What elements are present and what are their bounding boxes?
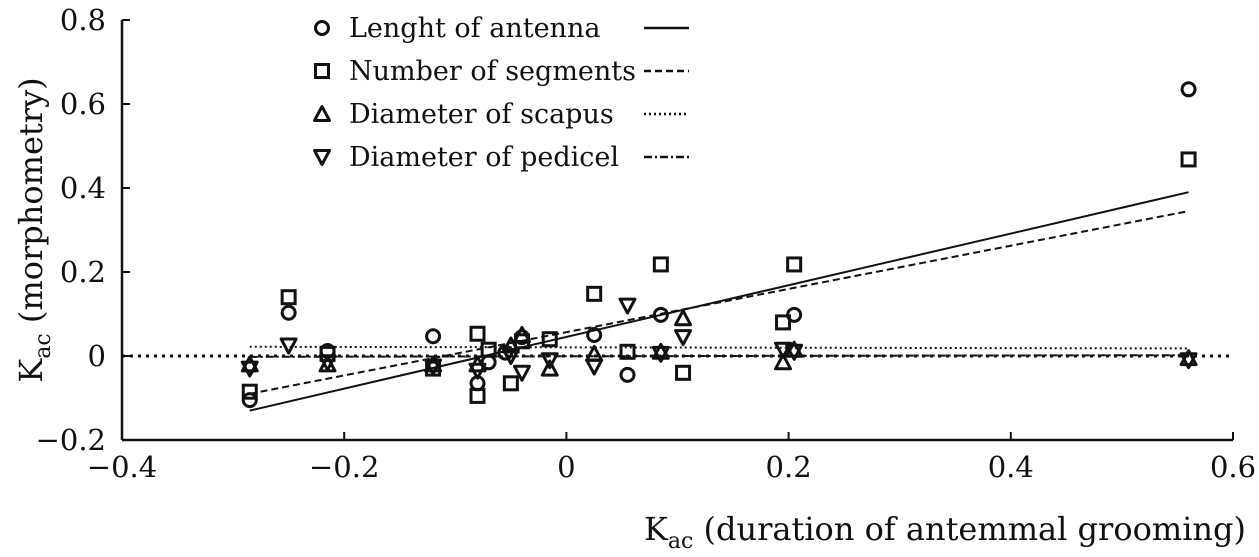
x-tick-label: −0.4 — [87, 450, 157, 484]
x-tick-label: 0.4 — [988, 450, 1034, 484]
x-tick-label: 0 — [557, 450, 575, 484]
y-axis-title: Kac (morphometry) — [12, 77, 56, 382]
data-point-square — [280, 289, 297, 306]
data-point-circle — [280, 304, 297, 321]
data-point-square — [541, 331, 558, 348]
data-point-triangle-down — [618, 297, 637, 315]
data-point-square — [586, 285, 603, 302]
data-point-triangle-down — [674, 329, 693, 347]
data-point-circle — [1180, 81, 1197, 98]
data-point-square — [675, 364, 692, 381]
data-point-circle — [241, 392, 258, 409]
data-point-triangle-down — [785, 343, 804, 361]
fit-line-circle — [249, 191, 1189, 412]
legend: Lenght of antenna Number of segments Diame… — [313, 13, 689, 173]
data-point-circle — [652, 306, 669, 323]
legend-marker-triangle-up — [313, 105, 331, 122]
legend-label: Number of segments — [349, 56, 636, 87]
data-point-triangle-up — [774, 353, 793, 371]
legend-marker-circle — [314, 20, 330, 36]
data-point-triangle-up — [512, 326, 531, 343]
y-tick-label: −0.2 — [36, 423, 106, 457]
data-point-triangle-down — [651, 345, 670, 363]
data-point-triangle-down — [774, 341, 793, 359]
data-point-triangle-up — [501, 336, 520, 354]
data-point-triangle-down — [1179, 352, 1198, 370]
data-point-circle — [425, 328, 442, 345]
fit-line-triangle-down — [249, 354, 1189, 358]
data-point-triangle-up — [674, 309, 693, 327]
data-point-square — [786, 256, 803, 273]
data-point-circle — [619, 366, 636, 383]
x-tick-label: 0.2 — [766, 450, 812, 484]
legend-label: Lenght of antenna — [349, 13, 600, 44]
legend-marker-square — [314, 63, 330, 79]
data-point-triangle-down — [501, 348, 520, 365]
data-point-triangle-down — [240, 360, 259, 378]
data-point-square — [502, 375, 519, 392]
data-point-triangle-down — [318, 354, 337, 372]
axes — [120, 20, 1233, 442]
data-point-square — [319, 345, 336, 362]
y-tick-label: 0.8 — [60, 3, 106, 37]
data-point-triangle-down — [585, 358, 604, 376]
data-point-square — [775, 314, 792, 331]
data-point-square — [619, 343, 636, 360]
data-point-square — [480, 341, 497, 358]
data-point-triangle-up — [540, 359, 559, 377]
data-point-square — [1180, 151, 1197, 168]
data-point-triangle-down — [424, 358, 443, 376]
data-point-circle — [586, 327, 603, 343]
legend-marker-triangle-down — [313, 149, 331, 166]
data-point-triangle-down — [512, 364, 531, 382]
fit-line-triangle-up — [249, 345, 1189, 350]
data-point-triangle-up — [240, 355, 259, 373]
y-tick-label: 0 — [88, 339, 106, 373]
data-point-square — [469, 387, 486, 404]
legend-label: Diameter of scapus — [349, 99, 614, 130]
y-tick-label: 0.4 — [60, 171, 106, 205]
data-point-triangle-up — [585, 344, 604, 362]
data-point-triangle-down — [540, 352, 559, 370]
data-point-triangle-down — [279, 337, 298, 355]
legend-label: Diameter of pedicel — [349, 142, 619, 173]
data-point-square — [469, 325, 486, 342]
x-tick-label: −0.2 — [309, 450, 379, 484]
y-tick-label: 0.6 — [60, 87, 106, 121]
fit-line-square — [249, 210, 1189, 395]
data-point-triangle-down — [468, 362, 487, 380]
y-tick-label: 0.2 — [60, 255, 106, 289]
data-point-square — [652, 256, 669, 273]
x-axis-title: Kac (duration of antemmal grooming) — [644, 510, 1246, 554]
data-point-square — [241, 383, 258, 400]
x-tick-label: 0.6 — [1210, 450, 1256, 484]
